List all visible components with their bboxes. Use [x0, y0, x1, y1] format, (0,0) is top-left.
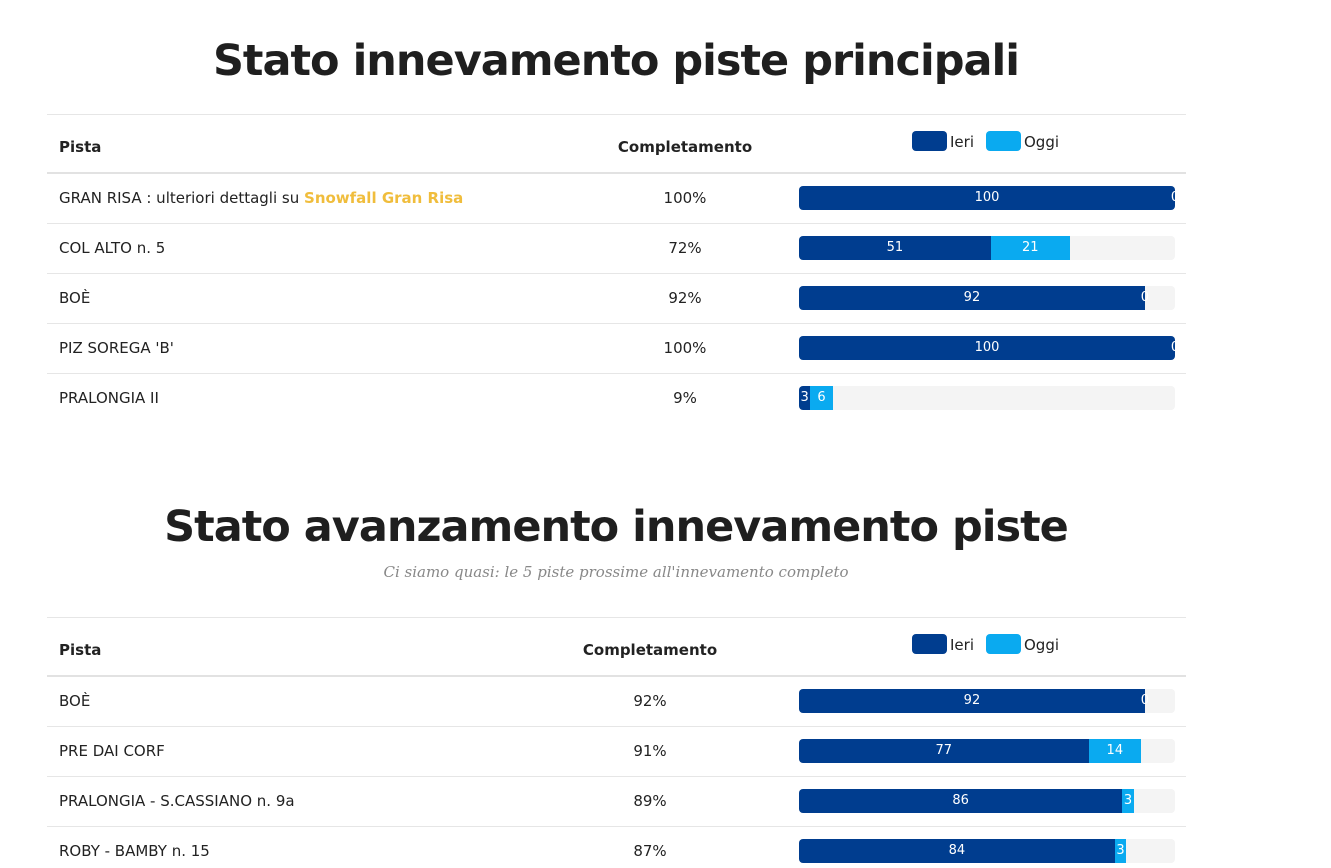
- pista-link[interactable]: Snowfall Gran Risa: [304, 189, 464, 207]
- progress-segment: [1114, 839, 1127, 863]
- pista-text: PRALONGIA II: [59, 389, 159, 407]
- segment-label: 0: [1171, 186, 1175, 210]
- segment-label: 14: [1106, 743, 1124, 758]
- pista-name: COL ALTO n. 5: [59, 239, 165, 257]
- progress-track: 51 21: [799, 236, 1175, 260]
- pista-name: GRAN RISA : ulteriori dettagli su Snowfa…: [59, 189, 463, 207]
- segment-label: 3: [1116, 843, 1125, 858]
- table-border: [47, 114, 1186, 115]
- pista-name: BOÈ: [59, 692, 90, 710]
- row-border: [47, 776, 1186, 777]
- progress-segment: [1122, 789, 1134, 813]
- column-header: Completamento: [582, 641, 718, 659]
- legend-swatch: [986, 634, 1021, 654]
- section-title: Stato innevamento piste principali: [212, 36, 1020, 86]
- header-border: [47, 172, 1186, 174]
- pista-text: PRALONGIA - S.CASSIANO n. 9a: [59, 792, 295, 810]
- progress-track: 86 3: [799, 789, 1175, 813]
- progress-segment: [990, 236, 1070, 260]
- legend-swatch: [912, 634, 947, 654]
- segment-label: 3: [800, 390, 809, 405]
- progress-segment: [810, 386, 833, 410]
- row-border: [47, 726, 1186, 727]
- pista-text: PRE DAI CORF: [59, 742, 165, 760]
- progress-segment: [799, 789, 1123, 813]
- pista-name: ROBY - BAMBY n. 15: [59, 842, 210, 860]
- table-border: [47, 617, 1186, 618]
- completamento: 92%: [668, 289, 702, 307]
- progress-segment: [799, 386, 811, 410]
- completamento: 100%: [663, 339, 707, 357]
- completamento: 92%: [633, 692, 667, 710]
- column-header: Completamento: [617, 138, 753, 156]
- legend-label: Oggi: [1024, 636, 1060, 654]
- pista-name: PRALONGIA - S.CASSIANO n. 9a: [59, 792, 295, 810]
- segment-label: 84: [948, 843, 966, 858]
- pista-text: ROBY - BAMBY n. 15: [59, 842, 210, 860]
- progress-segment: [799, 689, 1145, 713]
- progress-segment: [1088, 739, 1142, 763]
- segment-label: 77: [935, 743, 953, 758]
- progress-segment: [799, 186, 1175, 210]
- row-border: [47, 373, 1186, 374]
- segment-label: 0: [1140, 290, 1150, 305]
- column-header: Pista: [59, 138, 102, 156]
- segment-label: 92: [963, 290, 981, 305]
- section-subtitle: Ci siamo quasi: le 5 piste prossime all'…: [383, 563, 849, 581]
- pista-text: BOÈ: [59, 692, 91, 710]
- segment-label: 51: [886, 240, 904, 255]
- progress-track: 92 0: [799, 286, 1175, 310]
- completamento: 9%: [673, 389, 697, 407]
- completamento: 72%: [668, 239, 702, 257]
- progress-segment: [799, 739, 1089, 763]
- completamento: 100%: [663, 189, 707, 207]
- progress-segment: [799, 286, 1145, 310]
- pista-name: PRALONGIA II: [59, 389, 159, 407]
- row-border: [47, 323, 1186, 324]
- pista-text: COL ALTO n. 5: [59, 239, 166, 257]
- progress-track: 100 0: [799, 186, 1175, 210]
- progress-track: 100 0: [799, 336, 1175, 360]
- segment-label: 92: [963, 693, 981, 708]
- pista-text: GRAN RISA : ulteriori dettagli su: [59, 189, 305, 207]
- segment-label: 3: [1123, 793, 1133, 808]
- progress-track: 84 3: [799, 839, 1175, 863]
- legend-label: Ieri: [950, 133, 974, 151]
- pista-name: BOÈ: [59, 289, 90, 307]
- completamento: 87%: [633, 842, 667, 860]
- progress-track: 92 0: [799, 689, 1175, 713]
- column-header: Pista: [59, 641, 102, 659]
- progress-segment: [799, 336, 1175, 360]
- progress-segment: [799, 839, 1115, 863]
- pista-name: PRE DAI CORF: [59, 742, 165, 760]
- legend-label: Ieri: [950, 636, 974, 654]
- completamento: 91%: [633, 742, 667, 760]
- pista-text: BOÈ: [59, 289, 91, 307]
- pista-text: PIZ SOREGA 'B': [59, 339, 174, 357]
- segment-label: 21: [1021, 240, 1039, 255]
- segment-label: 86: [952, 793, 969, 808]
- segment-label: 100: [974, 190, 1000, 205]
- completamento: 89%: [633, 792, 667, 810]
- row-border: [47, 273, 1186, 274]
- row-border: [47, 826, 1186, 827]
- section-title: Stato avanzamento innevamento piste: [164, 502, 1069, 552]
- header-border: [47, 675, 1186, 677]
- row-border: [47, 223, 1186, 224]
- progress-segment: [799, 236, 991, 260]
- segment-label: 6: [817, 390, 826, 405]
- legend-swatch: [986, 131, 1021, 151]
- pista-name: PIZ SOREGA 'B': [59, 339, 174, 357]
- legend-label: Oggi: [1024, 133, 1060, 151]
- progress-track: 77 14: [799, 739, 1175, 763]
- segment-label: 100: [974, 340, 1000, 355]
- segment-label: 0: [1140, 693, 1150, 708]
- legend-swatch: [912, 131, 947, 151]
- segment-label: 0: [1171, 336, 1175, 360]
